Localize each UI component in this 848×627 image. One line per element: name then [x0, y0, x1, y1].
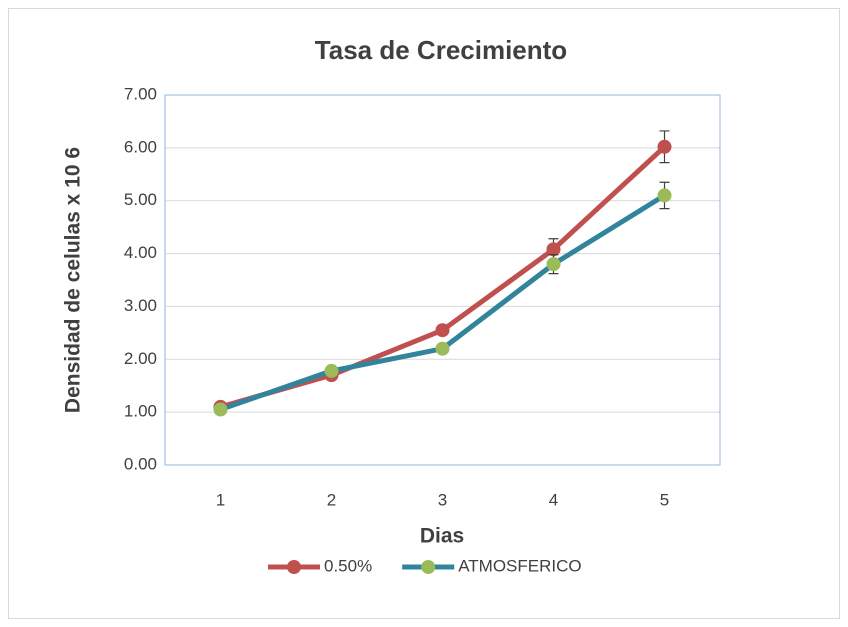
plot-border	[164, 94, 721, 466]
data-point	[324, 363, 339, 378]
data-point	[546, 242, 561, 257]
x-axis-label: Dias	[420, 525, 464, 548]
data-point	[213, 402, 228, 417]
data-point	[435, 323, 450, 338]
x-tick-label: 5	[660, 490, 669, 509]
y-axis-label: Densidad de celulas x 10 6	[62, 147, 85, 413]
y-tick-label: 0.00	[124, 454, 157, 473]
y-tick-label: 1.00	[124, 402, 157, 421]
data-point	[546, 257, 561, 272]
y-tick-label: 5.00	[124, 190, 157, 209]
data-point	[657, 188, 672, 203]
y-tick-label: 4.00	[124, 243, 157, 262]
chart-border	[8, 8, 840, 619]
legend-marker	[421, 560, 436, 574]
y-tick-label: 3.00	[124, 296, 157, 315]
x-tick-label: 1	[216, 490, 225, 509]
y-tick-label: 7.00	[124, 84, 157, 103]
x-tick-label: 3	[438, 490, 447, 509]
data-point	[657, 139, 672, 154]
legend-marker	[287, 560, 301, 574]
chart-title: Tasa de Crecimiento	[315, 35, 567, 65]
x-tick-label: 4	[549, 490, 558, 509]
legend-label: ATMOSFERICO	[458, 556, 581, 575]
x-tick-label: 2	[327, 490, 336, 509]
y-tick-label: 6.00	[124, 137, 157, 156]
y-tick-label: 2.00	[124, 349, 157, 368]
legend-label: 0.50%	[324, 556, 372, 575]
data-point	[435, 341, 450, 356]
